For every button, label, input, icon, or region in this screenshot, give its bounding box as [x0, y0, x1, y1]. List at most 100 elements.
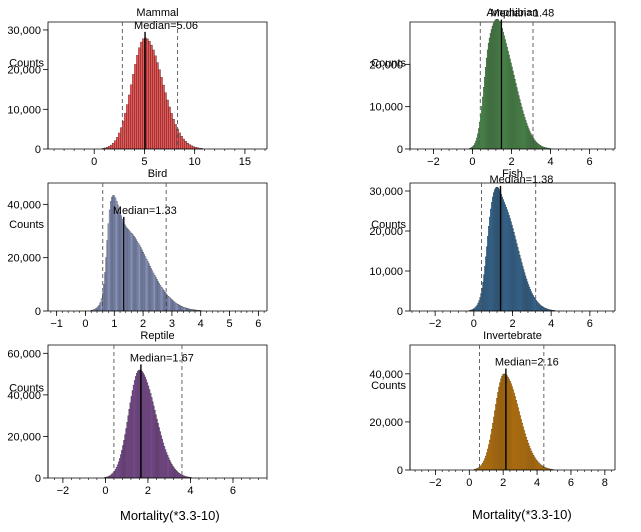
y-tick-label: 30,000: [369, 186, 403, 198]
y-tick-label: 40,000: [7, 390, 41, 402]
histogram-bar: [116, 137, 119, 150]
x-tick-label: 0: [82, 318, 88, 330]
histogram-bar: [134, 64, 137, 150]
y-axis-label: Counts: [9, 57, 44, 69]
median-label: Median=2.16: [495, 357, 559, 369]
y-tick-label: 20,000: [369, 417, 403, 429]
y-tick-label: 0: [35, 144, 41, 156]
histogram-bar: [110, 144, 113, 150]
histogram-bars: [473, 373, 554, 471]
histogram-bars: [102, 37, 203, 150]
x-tick-label: 10: [189, 156, 201, 168]
histogram-bar: [114, 140, 117, 150]
histogram-bar: [148, 41, 151, 150]
histogram-bar: [128, 94, 131, 150]
x-tick-label: 0: [469, 156, 475, 168]
histogram-bar: [186, 142, 189, 150]
x-tick-label: 0: [91, 156, 97, 168]
y-axis-label: Counts: [371, 219, 406, 231]
x-tick-label: 5: [226, 318, 232, 330]
histogram-bar: [168, 106, 171, 150]
y-tick-label: 20,000: [369, 59, 403, 71]
median-label: Median=1.67: [130, 352, 194, 364]
y-axis-label: Counts: [371, 57, 406, 69]
x-tick-label: 6: [587, 318, 593, 330]
histogram-bar: [160, 77, 163, 150]
x-axis-label-left: Mortality(*3.3-10): [120, 508, 220, 523]
histogram-bar: [184, 141, 187, 150]
histogram-bars: [104, 369, 192, 479]
panel-bird: Bird Median=1.33 −1 0 1 2 3 4 5 6 0 20,000 40,000 Cou…: [7, 168, 268, 330]
y-tick-label: 0: [397, 465, 403, 477]
histogram-bar: [136, 55, 139, 150]
histogram-bar: [166, 99, 169, 150]
x-tick-label: 2: [140, 318, 146, 330]
x-tick-label: 4: [187, 485, 193, 497]
histogram-bar: [126, 104, 129, 150]
x-tick-label: 5: [141, 156, 147, 168]
y-tick-label: 0: [397, 144, 403, 156]
x-tick-label: 8: [602, 477, 608, 489]
y-tick-label: 20,000: [369, 226, 403, 238]
histogram-bar: [154, 55, 157, 150]
y-axis-label: Counts: [9, 219, 44, 231]
histogram-bar: [146, 38, 149, 150]
y-tick-label: 10,000: [7, 104, 41, 116]
histogram-bar: [180, 136, 183, 150]
panel-title: Bird: [148, 168, 168, 180]
x-tick-label: −2: [57, 485, 70, 497]
histogram-bar: [162, 84, 165, 150]
panel-title: Mammal: [136, 7, 178, 19]
x-tick-label: 4: [534, 477, 540, 489]
x-tick-label: 2: [500, 477, 506, 489]
x-tick-label: −2: [429, 318, 442, 330]
y-tick-label: 20,000: [7, 431, 41, 443]
median-label: Median=5.06: [134, 20, 198, 32]
histogram-bar: [112, 143, 115, 150]
histogram-bar: [138, 47, 141, 150]
x-tick-label: 2: [508, 156, 514, 168]
panel-reptile: Reptile Median=1.67 −2 0 2 4 6 0 20,000 40,000 60,…: [7, 330, 268, 497]
x-tick-label: 6: [230, 485, 236, 497]
y-tick-label: 10,000: [369, 102, 403, 114]
x-tick-label: 1: [111, 318, 117, 330]
histogram-bar: [178, 132, 181, 150]
histogram-bar: [182, 138, 185, 150]
histogram-bar: [190, 145, 193, 150]
y-tick-label: 20,000: [7, 253, 41, 265]
panel-invertebrate: Invertebrate Median=2.16 −2 0 2 4 6 8 0 20,000 40,…: [369, 330, 616, 489]
histogram-bar: [142, 38, 145, 150]
y-tick-label: 10,000: [369, 266, 403, 278]
y-tick-label: 0: [35, 473, 41, 485]
median-label: Median=1.38: [490, 174, 554, 186]
histogram-bar: [156, 62, 159, 150]
x-tick-label: −1: [50, 318, 63, 330]
panel-title: Fish: [502, 168, 523, 180]
histogram-bar: [158, 69, 161, 150]
histogram-bar: [118, 132, 121, 150]
histogram-bar: [176, 128, 179, 150]
x-tick-label: 6: [568, 477, 574, 489]
x-tick-label: 0: [471, 318, 477, 330]
histogram-bar: [188, 144, 191, 150]
y-axis-label: Counts: [9, 383, 44, 395]
histogram-bar: [130, 84, 133, 150]
histogram-bar: [152, 49, 155, 150]
y-tick-label: 0: [397, 306, 403, 318]
x-tick-label: −2: [427, 156, 440, 168]
x-tick-label: −2: [429, 477, 442, 489]
histogram-bar: [172, 119, 175, 150]
histogram-bar: [164, 92, 167, 150]
y-tick-label: 40,000: [7, 199, 41, 211]
x-tick-label: 4: [548, 156, 554, 168]
x-tick-label: 3: [169, 318, 175, 330]
x-axis-label-right: Mortality(*3.3-10): [472, 507, 572, 522]
x-tick-label: 2: [509, 318, 515, 330]
histogram-bar: [124, 113, 127, 150]
histogram-bar: [170, 113, 173, 150]
x-tick-label: 4: [198, 318, 204, 330]
